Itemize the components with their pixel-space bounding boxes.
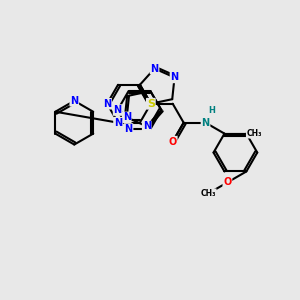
Text: N: N xyxy=(170,72,178,82)
Text: N: N xyxy=(123,112,131,122)
Text: N: N xyxy=(103,99,111,109)
Text: S: S xyxy=(147,99,155,109)
Text: N: N xyxy=(151,64,159,74)
Text: H: H xyxy=(208,106,215,116)
Text: O: O xyxy=(169,136,177,147)
Text: N: N xyxy=(70,96,78,106)
Text: N: N xyxy=(202,118,210,128)
Text: CH₃: CH₃ xyxy=(201,189,216,198)
Text: N: N xyxy=(114,118,122,128)
Text: O: O xyxy=(223,177,232,188)
Text: N: N xyxy=(124,124,133,134)
Text: N: N xyxy=(113,105,122,115)
Text: CH₃: CH₃ xyxy=(246,129,262,138)
Text: N: N xyxy=(143,121,151,131)
